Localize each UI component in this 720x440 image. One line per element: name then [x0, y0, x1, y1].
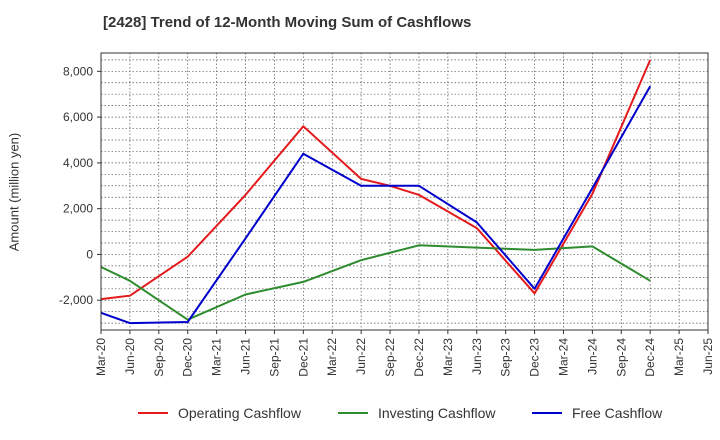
y-tick-label: 6,000 [63, 110, 93, 124]
x-tick-label: Jun-24 [585, 338, 599, 375]
y-tick-label: 8,000 [63, 64, 93, 78]
x-tick-label: Mar-23 [441, 338, 455, 376]
x-tick-label: Sep-22 [383, 338, 397, 377]
x-tick-label: Jun-21 [239, 338, 253, 375]
plot-frame [100, 52, 709, 331]
legend-label-operating: Operating Cashflow [178, 405, 301, 421]
x-tick-label: Dec-24 [643, 338, 657, 377]
legend-swatch-free [532, 412, 562, 414]
x-tick-label: Sep-23 [499, 338, 513, 377]
y-tick-label: 4,000 [63, 156, 93, 170]
x-tick-label: Dec-21 [296, 338, 310, 377]
series-line-1 [100, 244, 651, 321]
grid-lines [100, 53, 709, 330]
x-tick-label: Mar-25 [672, 338, 686, 376]
x-tick-label: Dec-22 [412, 338, 426, 377]
legend-label-free: Free Cashflow [572, 405, 663, 421]
y-tick-label: -2,000 [59, 293, 93, 307]
x-tick-label: Dec-23 [528, 338, 542, 377]
x-tick-label: Jun-22 [354, 338, 368, 375]
x-tick-label: Jun-20 [123, 338, 137, 375]
legend-item-operating: Operating Cashflow [138, 405, 301, 421]
legend-label-investing: Investing Cashflow [378, 405, 496, 421]
legend-item-investing: Investing Cashflow [338, 405, 496, 421]
x-tick-label: Mar-20 [94, 338, 108, 376]
x-tick-label: Sep-20 [152, 338, 166, 377]
series-line-2 [100, 85, 652, 325]
y-axis-ticks: -2,000 0 2,000 4,000 6,000 8,000 [59, 64, 101, 307]
x-tick-label: Dec-20 [181, 338, 195, 377]
x-tick-label: Mar-24 [556, 338, 570, 376]
x-tick-label: Mar-22 [325, 338, 339, 376]
x-tick-label: Jun-25 [701, 338, 715, 375]
x-tick-label: Jun-23 [470, 338, 484, 375]
x-tick-label: Sep-24 [614, 338, 628, 377]
x-tick-label: Sep-21 [267, 338, 281, 377]
x-tick-label: Mar-21 [210, 338, 224, 376]
series-lines [100, 59, 652, 325]
legend-swatch-investing [338, 412, 368, 414]
chart-title: [2428] Trend of 12-Month Moving Sum of C… [103, 14, 472, 31]
x-axis-ticks: Mar-20 Jun-20 Sep-20 Dec-20 Mar-21 Jun-21 Sep-… [94, 330, 715, 377]
legend-item-free: Free Cashflow [532, 405, 662, 421]
series-line-0 [100, 59, 652, 301]
y-tick-label: 2,000 [63, 202, 93, 216]
y-tick-label: 0 [86, 247, 93, 261]
legend-swatch-operating [138, 412, 168, 414]
legend: Operating Cashflow Investing Cashflow Fr… [0, 405, 720, 425]
